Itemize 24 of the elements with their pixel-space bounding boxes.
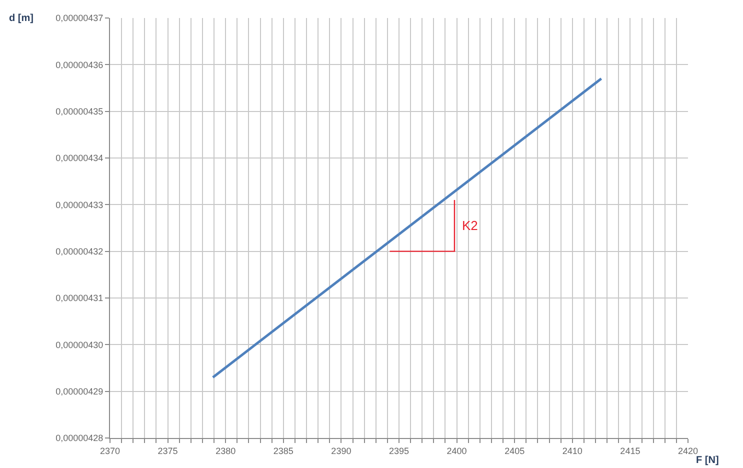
x-tick-label: 2375 — [158, 446, 178, 456]
y-tick-label: 0,00000433 — [56, 200, 104, 210]
x-axis-title: F [N] — [696, 455, 719, 466]
y-tick-label: 0,00000428 — [56, 433, 104, 444]
y-tick-label: 0,00000436 — [56, 60, 104, 70]
x-tick-label: 2370 — [100, 446, 120, 456]
x-tick-label: 2420 — [678, 446, 698, 456]
x-tick-label: 2380 — [216, 446, 236, 456]
x-tick-label: 2410 — [562, 446, 582, 456]
y-tick-label: 0,00000429 — [56, 386, 104, 396]
y-tick-label: 0,00000434 — [56, 153, 104, 164]
y-tick-label: 0,00000435 — [56, 106, 104, 116]
y-tick-label: 0,00000437 — [56, 13, 104, 24]
x-tick-label: 2385 — [273, 446, 294, 456]
annotation: K2 — [462, 218, 478, 233]
x-tick-label: 2390 — [331, 446, 352, 456]
x-tick-label: 2395 — [388, 446, 410, 456]
y-tick-label: 0,00000431 — [56, 293, 104, 304]
y-tick-label: 0,00000432 — [56, 246, 104, 256]
x-tick-label: 2400 — [446, 446, 467, 456]
y-tick-label: 0,00000430 — [56, 340, 104, 350]
x-tick-label: 2405 — [504, 446, 525, 456]
x-tick-label: 2415 — [620, 446, 640, 456]
y-axis-title: d [m] — [9, 13, 34, 24]
